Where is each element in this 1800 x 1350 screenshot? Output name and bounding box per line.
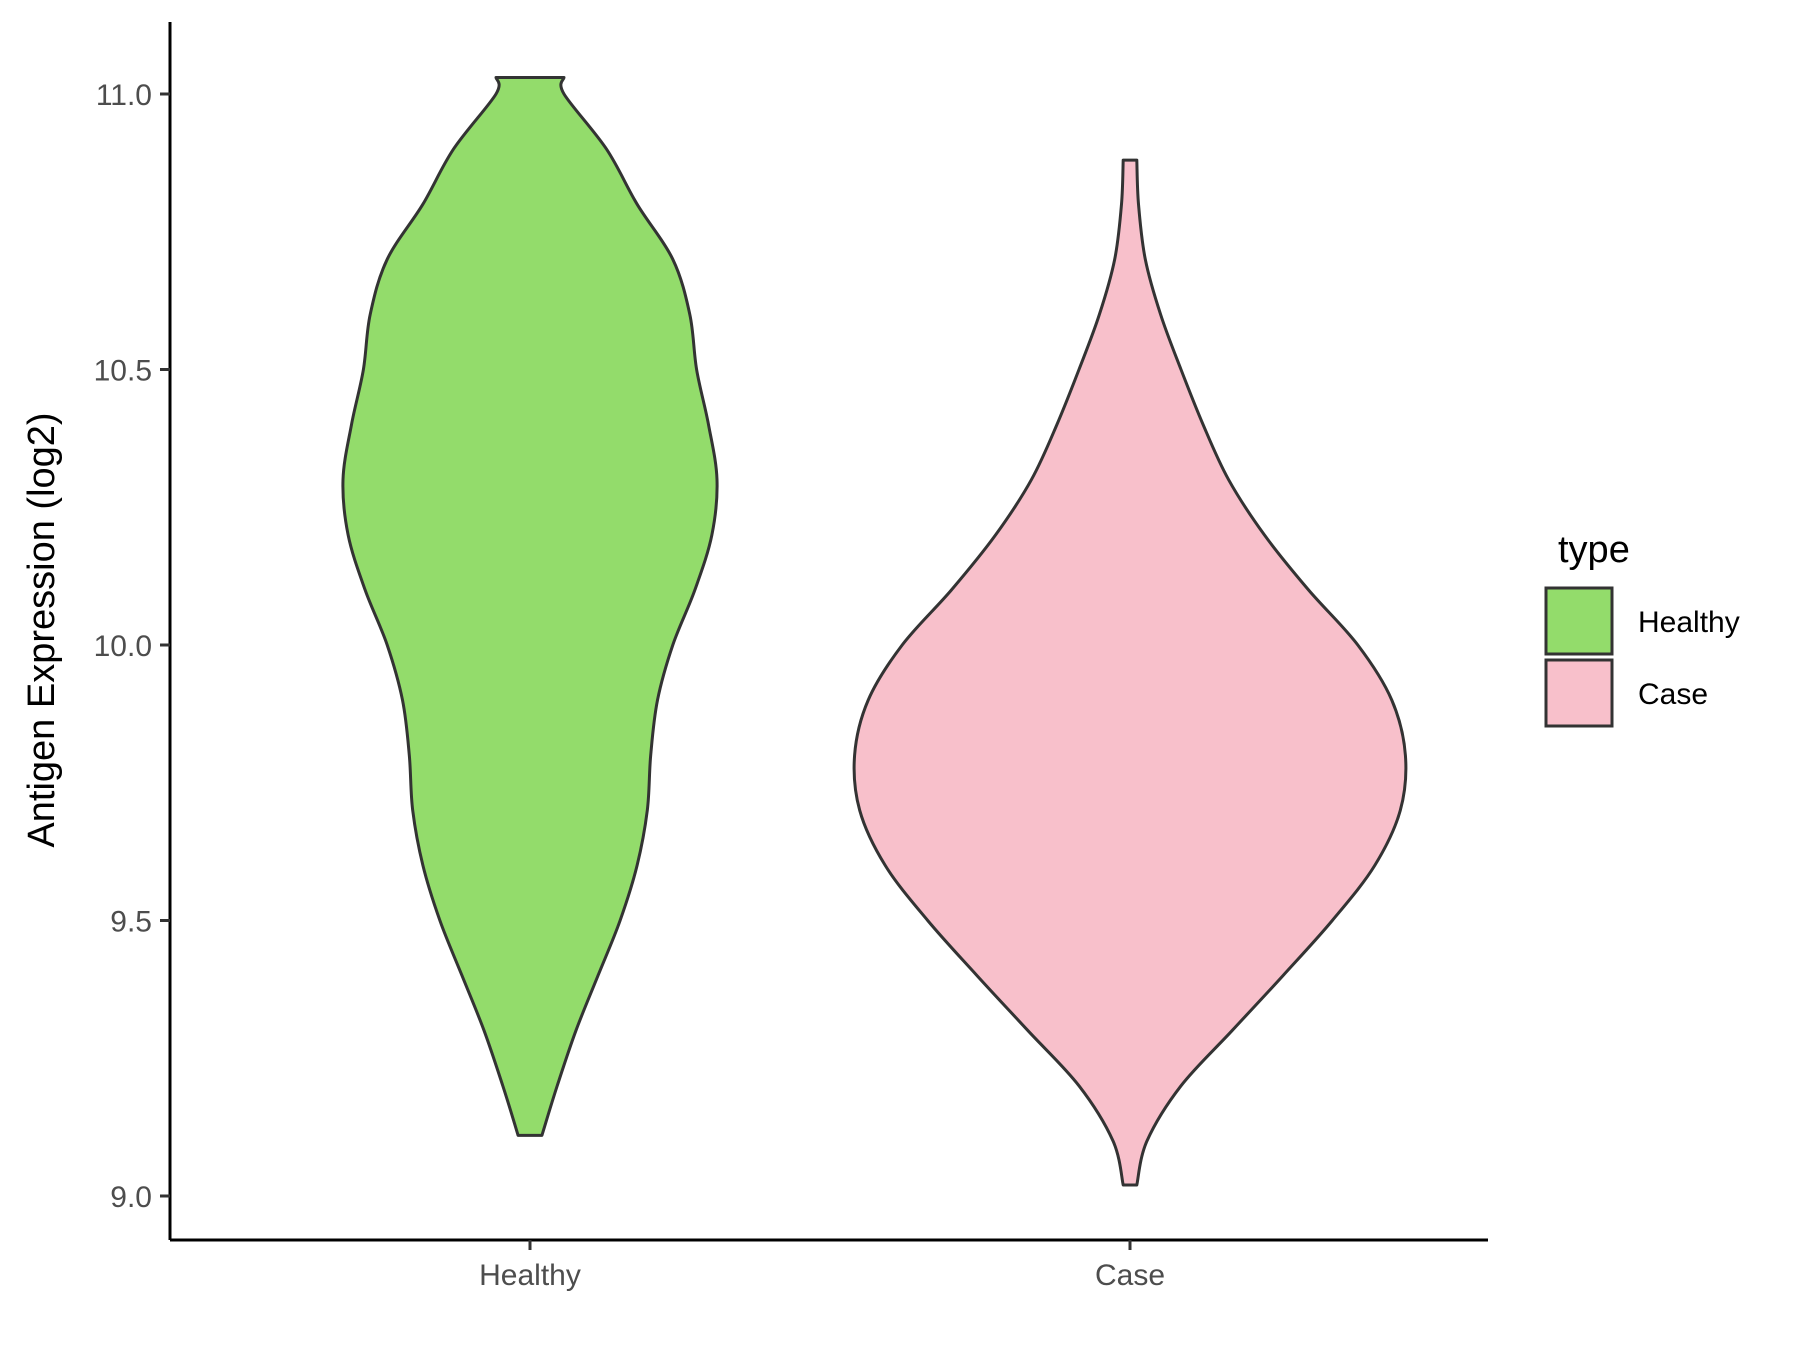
y-tick-label: 9.0	[110, 1181, 152, 1214]
y-tick-label: 10.5	[94, 355, 152, 388]
legend-label: Healthy	[1638, 606, 1740, 639]
y-tick-label: 11.0	[96, 79, 152, 112]
legend-items: Healthy Case	[1544, 586, 1740, 728]
legend: type Healthy Case	[1544, 529, 1740, 728]
x-tick-label: Healthy	[479, 1259, 581, 1292]
violins-layer	[341, 76, 1408, 1187]
axes-layer	[168, 22, 1488, 1242]
legend-title: type	[1558, 529, 1630, 571]
y-axis-title: Antigen Expression (log2)	[21, 412, 63, 847]
x-tick-label: Case	[1095, 1259, 1165, 1292]
legend-key-healthy	[1544, 586, 1614, 656]
y-ticks: 9.0 9.5 10.0 10.5 11.0	[94, 79, 170, 1214]
legend-key-case	[1544, 658, 1614, 728]
violin-case	[852, 158, 1408, 1187]
y-tick-label: 10.0	[94, 630, 152, 663]
violin-healthy	[341, 76, 719, 1137]
legend-label: Case	[1638, 678, 1708, 711]
x-ticks: Healthy Case	[479, 1240, 1165, 1292]
y-tick-label: 9.5	[110, 906, 152, 939]
